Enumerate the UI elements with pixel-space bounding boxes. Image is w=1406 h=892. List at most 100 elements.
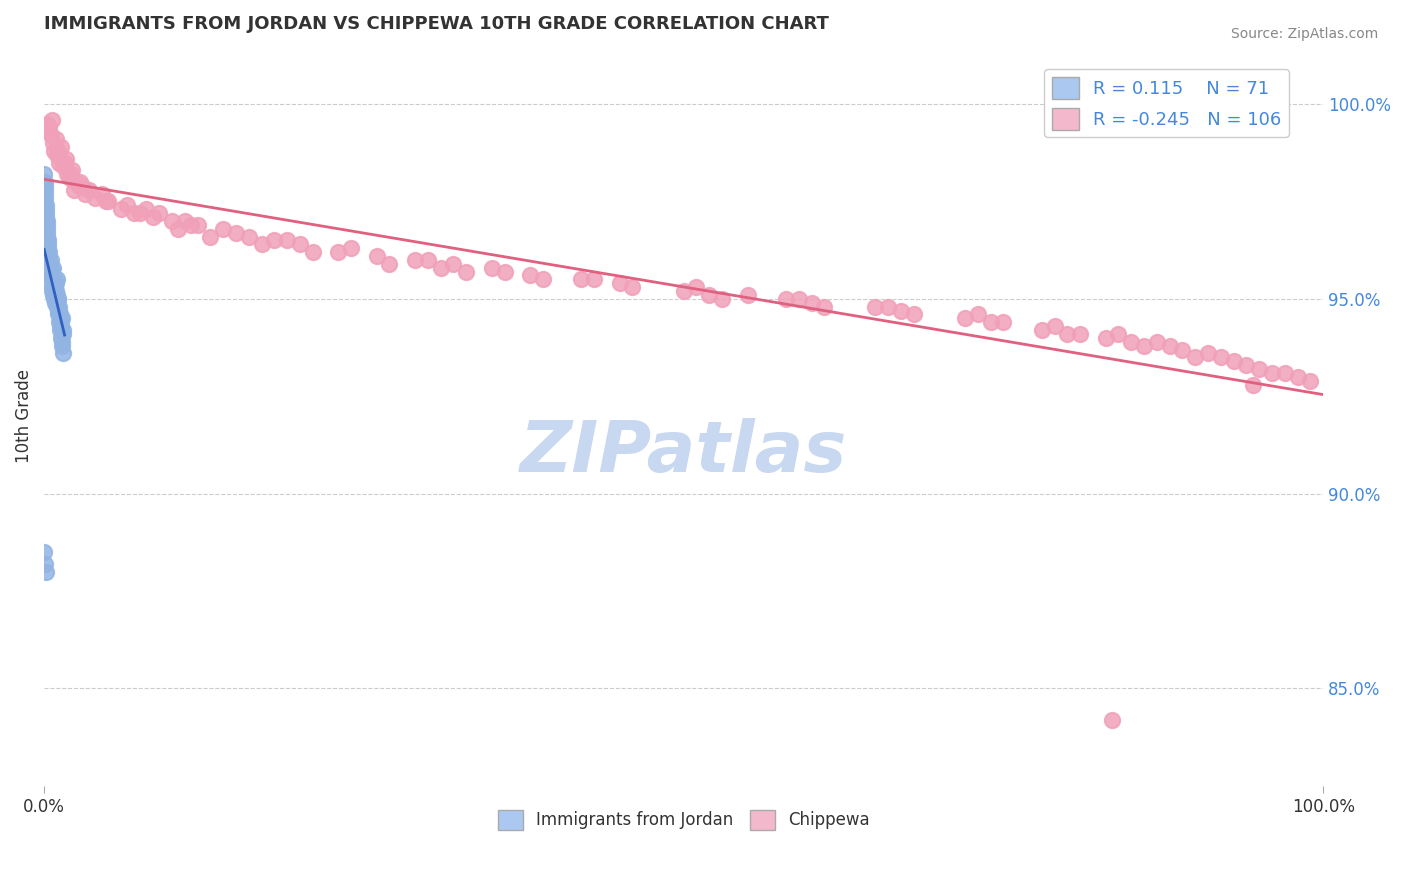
Point [52, 326, 75, 341]
Point [34, 557, 56, 571]
Point [993, 315, 1015, 329]
Point [35, 221, 58, 235]
Point [51, 338, 73, 352]
Point [39, 260, 62, 275]
Point [877, 300, 900, 314]
Point [39, 264, 62, 278]
Point [429, 260, 451, 275]
Point [97, 194, 120, 209]
Point [52, 346, 75, 360]
Point [51, 334, 73, 349]
Point [34, 565, 56, 579]
Point [38, 268, 60, 283]
Point [46, 292, 69, 306]
Point [39, 252, 62, 267]
Point [44, 288, 66, 302]
Point [90, 186, 112, 201]
Point [953, 311, 976, 326]
Point [35, 206, 58, 220]
Point [59, 167, 82, 181]
Point [1184, 351, 1206, 365]
Point [787, 292, 810, 306]
Point [51, 311, 73, 326]
Point [1286, 369, 1309, 384]
Point [38, 264, 60, 278]
Point [44, 280, 66, 294]
Point [37, 241, 59, 255]
Point [44, 284, 66, 298]
Point [67, 178, 90, 193]
Point [1197, 346, 1219, 360]
Point [1031, 323, 1053, 337]
Point [35, 218, 58, 232]
Point [35, 210, 58, 224]
Text: ZIPatlas: ZIPatlas [520, 418, 848, 487]
Point [45, 132, 67, 146]
Point [263, 234, 285, 248]
Point [276, 234, 298, 248]
Point [73, 186, 96, 201]
Point [42, 292, 65, 306]
Point [800, 295, 823, 310]
Point [903, 308, 925, 322]
Point [49, 308, 72, 322]
Point [34, 186, 56, 201]
Point [531, 272, 554, 286]
Point [225, 226, 247, 240]
Point [519, 268, 541, 283]
Point [1234, 358, 1257, 372]
Point [980, 315, 1002, 329]
Point [42, 136, 65, 150]
Point [44, 144, 66, 158]
Point [37, 237, 59, 252]
Point [117, 198, 139, 212]
Point [1108, 326, 1130, 341]
Point [212, 221, 235, 235]
Point [37, 229, 59, 244]
Point [34, 178, 56, 193]
Point [685, 280, 707, 294]
Point [37, 234, 59, 248]
Point [569, 272, 592, 286]
Point [65, 175, 87, 189]
Point [41, 280, 63, 294]
Point [42, 272, 65, 286]
Point [1261, 366, 1284, 380]
Point [328, 245, 350, 260]
Point [46, 288, 69, 302]
Point [238, 229, 260, 244]
Point [135, 202, 157, 217]
Point [697, 288, 720, 302]
Point [129, 206, 152, 220]
Point [52, 160, 75, 174]
Point [441, 257, 464, 271]
Point [1299, 374, 1322, 388]
Point [48, 315, 70, 329]
Point [38, 260, 60, 275]
Point [35, 117, 58, 131]
Point [187, 218, 209, 232]
Point [60, 163, 83, 178]
Point [72, 178, 94, 193]
Point [1043, 319, 1066, 334]
Point [34, 183, 56, 197]
Point [1101, 713, 1123, 727]
Point [49, 323, 72, 337]
Point [38, 257, 60, 271]
Point [35, 226, 58, 240]
Point [45, 272, 67, 286]
Point [52, 323, 75, 337]
Point [1209, 351, 1232, 365]
Point [966, 308, 988, 322]
Point [41, 112, 63, 127]
Point [160, 214, 183, 228]
Point [59, 171, 82, 186]
Point [45, 277, 67, 291]
Point [42, 288, 65, 302]
Point [180, 218, 202, 232]
Point [148, 206, 170, 220]
Point [34, 191, 56, 205]
Point [39, 277, 62, 291]
Point [55, 152, 77, 166]
Y-axis label: 10th Grade: 10th Grade [15, 368, 32, 463]
